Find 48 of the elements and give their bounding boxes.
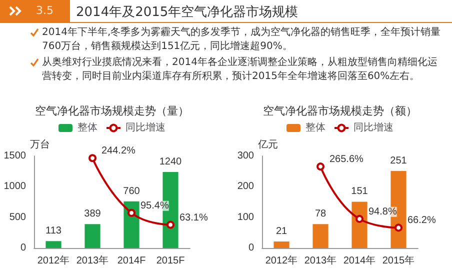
data-label: 389 [84,208,102,220]
legend-label: 整体 [78,122,98,134]
data-label: 21 [276,226,288,238]
bar [312,224,328,248]
y-axis-title: 亿元 [257,140,278,150]
data-label: 1240 [159,156,182,168]
y-tick-label: 300 [237,150,254,162]
bar [124,201,140,248]
bar [352,202,368,248]
x-tick-label: 2012年 [265,254,298,266]
x-tick-label: 2013年 [76,254,109,266]
y-tick-label: 1000 [4,181,26,192]
y-tick-label: 1500 [4,150,26,162]
y-tick-label: 0 [248,242,254,254]
y-tick-label: 500 [9,212,26,223]
x-tick-label: 2012年 [37,254,70,266]
legend-label: 同比增速 [126,122,166,134]
data-label: 94.8% [368,206,397,218]
y-axis-title: 万台 [30,138,50,150]
text: 从奥维对行业摸底情况来看，2014年各企业逐渐调整企业策略，从粗放型销售向精细化运营转变，同时目前业内渠道库存有所积累，预计2015年全年增速将回落至60%左右。 [42,57,438,82]
x-tick-label: 2013年 [304,254,337,266]
x-tick-label: 2014年 [343,254,376,266]
data-label: 244.2% [102,146,136,157]
y-tick-label: 100 [237,212,254,223]
data-label: 78 [314,208,326,220]
chart-title: 空气净化器市场规模走势（额） [263,104,417,118]
chart-title: 空气净化器市场规模走势（量） [35,104,189,118]
bar [274,242,290,248]
x-tick-label: 2014F [117,256,146,266]
x-tick-label: 2015F [156,256,185,266]
data-label: 151 [351,186,368,198]
text: 2014年及2015年空气净化器市场规模 [76,4,298,21]
data-label: 113 [46,226,62,237]
data-label: 760 [123,186,140,197]
data-label: 63.1% [180,212,208,224]
data-label: 95.4% [140,200,169,212]
data-label: 251 [390,156,408,167]
bar [46,241,62,248]
y-tick-label: 200 [237,181,254,192]
legend-label: 整体 [306,122,326,134]
data-label: 265.6% [330,154,364,166]
x-tick-label: 2015年 [382,254,415,266]
text: 3.5 [36,3,54,19]
bar [84,224,100,248]
legend-label: 同比增速 [354,122,394,134]
data-label: 66.2% [408,215,436,226]
text: 2014年下半年,冬季多为雾霾天气的多发季节，成为空气净化器的销售旺季，全年预计销量760万台，销售额规模达到151亿元，同比增速超90%。 [42,27,441,52]
y-tick-label: 0 [20,242,26,254]
